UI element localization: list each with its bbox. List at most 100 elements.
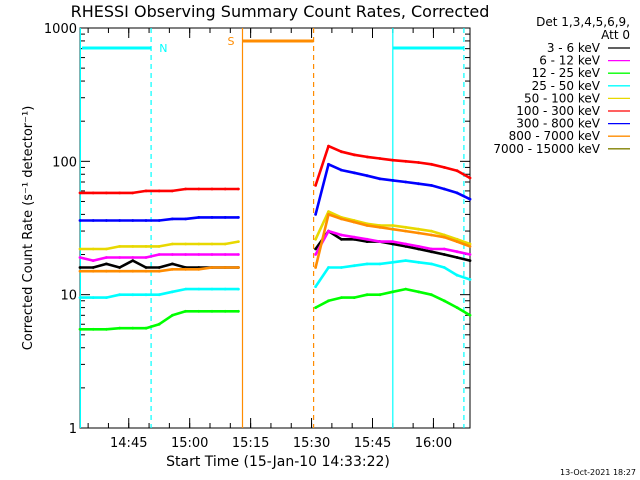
data-point [327,210,330,214]
data-point [105,219,108,222]
data-point [314,306,317,309]
data-point [105,247,108,251]
data-point [417,247,420,251]
data-point [417,260,420,264]
data-point [378,177,382,181]
data-point [365,224,369,227]
data-point [391,260,395,264]
data-point [157,266,161,269]
data-point [131,219,135,222]
data-point [391,158,395,162]
x-tick-label: 15:15 [232,436,269,451]
data-point [223,253,227,256]
data-point [365,174,369,178]
data-point [391,240,395,244]
data-point [131,269,135,273]
data-point [237,253,240,256]
data-point [430,247,433,251]
data-point [171,242,174,246]
data-point [468,242,472,246]
data-point [442,299,446,303]
data-point [91,191,95,195]
data-point [144,245,148,248]
data-point [314,247,317,251]
data-point [210,309,214,313]
data-point [340,266,343,269]
data-point [105,269,108,273]
data-point [118,266,121,269]
data-point [171,267,174,271]
data-point [455,273,459,277]
data-point [442,235,446,239]
x-tick-label: 15:00 [171,436,208,451]
data-point [78,247,82,251]
data-point [118,256,121,259]
data-point [157,253,161,256]
data-point [118,245,121,248]
data-point [157,322,161,326]
data-point [237,240,240,244]
data-point [314,266,317,269]
data-point [430,250,433,254]
data-point [223,309,227,313]
data-point [184,187,188,191]
data-point [184,267,188,271]
footer-date: 13-Oct-2021 18:27 [560,468,636,477]
data-point [417,227,420,231]
legend-label: 50 - 100 keV [524,91,601,105]
legend-label: 12 - 25 keV [532,66,601,80]
data-point [442,233,446,237]
legend-label: 7000 - 15000 keV [493,142,600,156]
data-point [352,171,356,175]
x-axis-label: Start Time (15-Jan-10 14:33:22) [166,454,390,470]
data-point [314,213,317,216]
y-axis-label: Corrected Count Rate (s⁻¹ detector⁻¹) [21,106,36,351]
data-point [210,242,214,246]
data-point [197,253,201,256]
data-point [340,168,343,172]
data-point [378,157,382,160]
data-point [327,144,330,148]
legend-label: 100 - 300 keV [516,104,600,118]
data-point [391,227,395,231]
data-point [365,155,369,159]
data-point [131,191,135,195]
data-point [171,253,174,256]
y-tick-label: 1 [69,422,77,437]
data-point [468,253,472,256]
data-point [197,187,201,191]
data-point [105,262,108,266]
data-point [404,225,408,229]
data-point [91,327,95,331]
data-point [365,293,369,297]
data-point [314,285,317,288]
data-point [78,219,82,222]
data-point [352,264,356,268]
data-point [417,161,420,164]
data-point [378,293,382,297]
data-point [365,240,369,244]
x-tick-label: 15:30 [293,436,330,451]
data-point [78,327,82,331]
data-point [78,256,82,259]
legend-label: 3 - 6 keV [547,41,601,55]
data-point [391,290,395,294]
data-point [105,296,108,299]
data-point [184,309,188,313]
data-point [197,242,201,246]
data-point [327,229,330,233]
data-point [340,217,343,221]
data-point [468,197,472,201]
data-point [91,269,95,273]
data-point [144,256,148,259]
data-point [468,176,472,180]
legend-label: 6 - 12 keV [539,54,601,68]
data-point [352,235,356,239]
data-point [404,159,408,163]
legend-label: 300 - 800 keV [516,117,600,131]
data-point [314,184,317,187]
data-point [404,245,408,248]
data-point [237,266,240,269]
data-point [131,293,135,297]
data-point [144,266,148,269]
